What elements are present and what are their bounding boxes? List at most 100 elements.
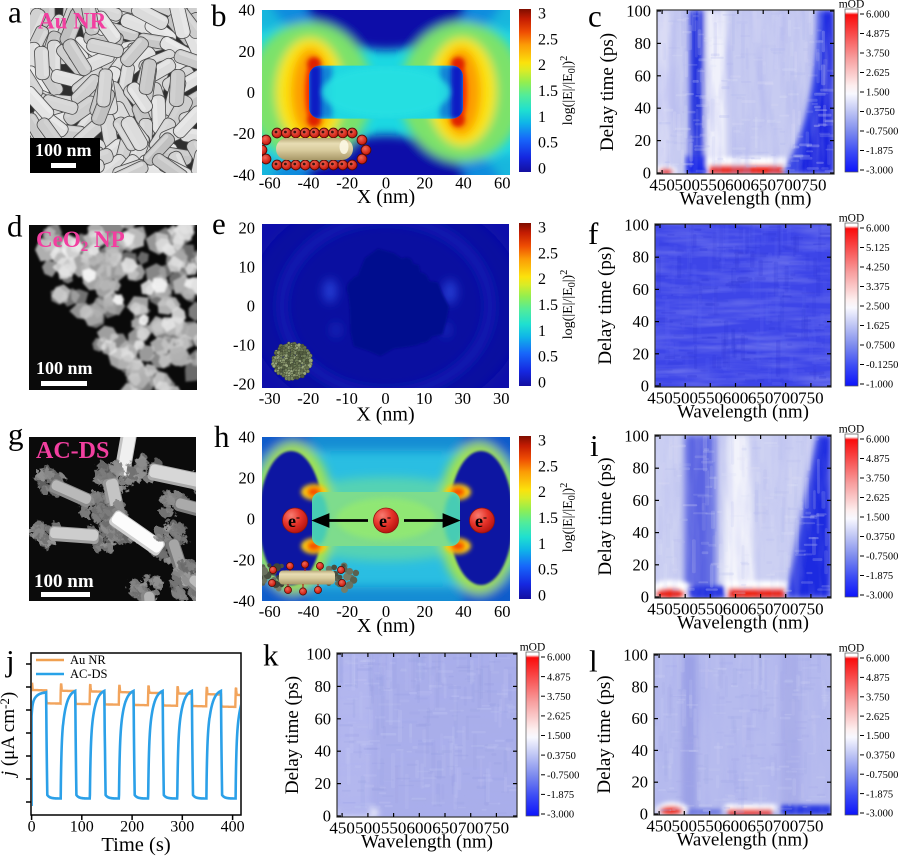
svg-text:0: 0 [382, 174, 390, 193]
svg-text:h: h [214, 419, 230, 454]
svg-text:mOD: mOD [839, 213, 865, 225]
svg-text:a: a [8, 0, 22, 30]
svg-text:0.5: 0.5 [538, 562, 558, 579]
svg-text:550: 550 [381, 819, 407, 838]
svg-text:Delay time (ps): Delay time (ps) [595, 246, 616, 364]
svg-text:40: 40 [239, 1, 256, 20]
svg-text:600: 600 [723, 600, 749, 619]
svg-text:5.125: 5.125 [866, 243, 890, 254]
svg-text:650: 650 [748, 389, 774, 408]
svg-text:Delay time (ps): Delay time (ps) [594, 675, 615, 793]
svg-text:mOD: mOD [839, 424, 865, 436]
svg-text:0.3750: 0.3750 [866, 532, 895, 543]
svg-text:3.750: 3.750 [547, 692, 571, 703]
svg-text:1: 1 [538, 323, 546, 340]
svg-text:200: 200 [120, 819, 144, 836]
svg-text:700: 700 [773, 389, 799, 408]
svg-text:Au NR: Au NR [70, 653, 106, 667]
svg-text:10: 10 [239, 257, 256, 276]
svg-text:2.625: 2.625 [866, 712, 890, 723]
svg-text:-3.000: -3.000 [547, 810, 574, 821]
svg-text:450: 450 [646, 817, 672, 836]
svg-text:100 nm: 100 nm [36, 358, 93, 378]
svg-text:-0.7500: -0.7500 [547, 771, 579, 782]
svg-text:-3.000: -3.000 [866, 591, 893, 602]
svg-text:-0.7500: -0.7500 [866, 127, 898, 138]
svg-text:e: e [212, 206, 226, 241]
svg-text:100: 100 [624, 216, 649, 235]
svg-text:6.000: 6.000 [547, 653, 571, 664]
svg-text:0: 0 [381, 389, 389, 408]
svg-text:2.625: 2.625 [866, 493, 890, 504]
svg-text:80: 80 [632, 677, 649, 696]
svg-text:0: 0 [323, 807, 331, 826]
svg-text:0: 0 [538, 375, 546, 392]
svg-text:6.000: 6.000 [866, 654, 890, 665]
svg-text:60: 60 [632, 709, 649, 728]
svg-text:1.5: 1.5 [538, 83, 558, 100]
svg-text:mOD: mOD [520, 642, 546, 654]
svg-text:30: 30 [493, 389, 510, 408]
svg-text:650: 650 [750, 176, 776, 195]
svg-text:2: 2 [538, 484, 546, 501]
svg-text:4.250: 4.250 [866, 263, 890, 274]
svg-text:0: 0 [538, 161, 546, 178]
svg-text:450: 450 [649, 176, 675, 195]
svg-text:80: 80 [635, 34, 652, 53]
svg-text:600: 600 [725, 176, 751, 195]
svg-text:-3.000: -3.000 [866, 166, 893, 177]
svg-text:-40: -40 [298, 602, 320, 621]
svg-text:100: 100 [626, 2, 651, 21]
svg-text:20: 20 [633, 555, 650, 574]
svg-text:Wavelength (nm): Wavelength (nm) [361, 832, 493, 853]
svg-text:1.5: 1.5 [538, 297, 558, 314]
svg-text:-0.7500: -0.7500 [866, 552, 898, 563]
svg-text:0.3750: 0.3750 [866, 751, 895, 762]
svg-text:0: 0 [538, 588, 546, 605]
svg-text:-20: -20 [336, 174, 358, 193]
svg-text:-60: -60 [259, 602, 281, 621]
svg-text:-20: -20 [233, 124, 255, 143]
svg-text:0: 0 [641, 377, 649, 396]
svg-text:6.000: 6.000 [866, 435, 890, 446]
svg-text:2: 2 [538, 271, 546, 288]
svg-text:650: 650 [748, 600, 774, 619]
svg-text:-1.875: -1.875 [866, 789, 893, 800]
svg-text:Wavelength (nm): Wavelength (nm) [680, 189, 812, 210]
svg-text:3.375: 3.375 [866, 282, 890, 293]
svg-text:2: 2 [538, 57, 546, 74]
svg-text:750: 750 [798, 817, 824, 836]
svg-text:X (nm): X (nm) [356, 404, 414, 426]
svg-text:CeO2 NP: CeO2 NP [36, 227, 125, 255]
svg-text:20: 20 [239, 42, 256, 61]
svg-text:0: 0 [247, 510, 255, 529]
svg-text:4.875: 4.875 [866, 29, 890, 40]
svg-text:X (nm): X (nm) [357, 186, 415, 208]
svg-text:60: 60 [633, 280, 650, 299]
svg-text:-1.875: -1.875 [866, 146, 893, 157]
svg-text:40: 40 [633, 523, 650, 542]
svg-text:0: 0 [247, 297, 255, 316]
svg-text:2.500: 2.500 [866, 302, 890, 313]
svg-text:-1.875: -1.875 [866, 571, 893, 582]
svg-text:b: b [211, 0, 227, 33]
svg-text:mOD: mOD [839, 0, 865, 11]
svg-text:-30: -30 [259, 389, 281, 408]
svg-text:3: 3 [538, 220, 546, 237]
svg-text:700: 700 [458, 819, 484, 838]
svg-text:f: f [588, 216, 599, 251]
svg-text:20: 20 [315, 774, 332, 793]
svg-text:30: 30 [454, 389, 471, 408]
svg-text:650: 650 [432, 819, 458, 838]
svg-text:700: 700 [773, 600, 799, 619]
svg-text:0.3750: 0.3750 [866, 107, 895, 118]
svg-text:0: 0 [382, 602, 390, 621]
svg-text:-0.7500: -0.7500 [866, 770, 898, 781]
svg-text:0: 0 [640, 805, 648, 824]
svg-text:1.500: 1.500 [866, 513, 890, 524]
svg-text:4.875: 4.875 [866, 673, 890, 684]
svg-text:1.500: 1.500 [547, 731, 571, 742]
svg-text:60: 60 [494, 174, 511, 193]
svg-text:3.750: 3.750 [866, 49, 890, 60]
svg-text:4.875: 4.875 [547, 672, 571, 683]
